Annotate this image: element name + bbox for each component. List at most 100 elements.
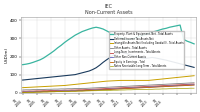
Equity in Earnings - Total (144, 87, 146, 88)
Equity in Earnings - Total (70, 90, 73, 92)
Deferred Income Tax Assets Net (77, 73, 80, 74)
Other Assets - Total Assets (95, 87, 97, 88)
Equity in Earnings - Total (193, 84, 195, 86)
Property, Plant & Equipment, Net - Total Assets (42, 57, 45, 59)
Other Non-Current Assets (70, 90, 73, 91)
Notes Receivable Long Term - Total Assets (133, 89, 136, 90)
Equity in Earnings - Total (39, 91, 41, 93)
Property, Plant & Equipment, Net - Total Assets (53, 50, 55, 51)
Other Assets - Total Assets (60, 88, 62, 90)
Notes Receivable Long Term - Total Assets (56, 91, 59, 92)
Deferred Income Tax Assets Net (42, 77, 45, 79)
Other Assets - Total Assets (147, 84, 150, 86)
Other Assets - Total Assets (151, 84, 153, 86)
Deferred Income Tax Assets Net (39, 78, 41, 79)
Other Non-Current Assets (28, 91, 31, 93)
Other Non-Current Assets (60, 90, 62, 92)
Equity in Earnings - Total (74, 90, 76, 92)
Other Non-Current Assets (179, 85, 181, 86)
Other Assets - Total Assets (91, 87, 94, 89)
Deferred Income Tax Assets Net (154, 57, 157, 59)
Intangible Assets Net (Including Goodwill) - Total Assets (168, 78, 171, 79)
Equity in Earnings - Total (21, 92, 24, 93)
Intangible Assets Net (Including Goodwill) - Total Assets (186, 76, 188, 77)
Property, Plant & Equipment, Net - Total Assets (193, 43, 195, 45)
Other Assets - Total Assets (126, 86, 129, 87)
Other Non-Current Assets (186, 84, 188, 86)
Equity in Earnings - Total (161, 86, 164, 87)
Deferred Income Tax Assets Net (161, 59, 164, 60)
Long-Term Investments - Total Assets (77, 89, 80, 90)
Property, Plant & Equipment, Net - Total Assets (91, 27, 94, 29)
Other Assets - Total Assets (119, 86, 122, 87)
Property, Plant & Equipment, Net - Total Assets (32, 62, 34, 63)
Notes Receivable Long Term - Total Assets (189, 87, 192, 89)
Other Assets - Total Assets (32, 89, 34, 90)
Property, Plant & Equipment, Net - Total Assets (70, 37, 73, 38)
Other Assets - Total Assets (49, 89, 52, 90)
Long-Term Investments - Total Assets (123, 87, 125, 88)
Notes Receivable Long Term - Total Assets (98, 90, 101, 91)
Long-Term Investments - Total Assets (179, 84, 181, 85)
Property, Plant & Equipment, Net - Total Assets (165, 28, 167, 29)
Intangible Assets Net (Including Goodwill) - Total Assets (182, 76, 185, 78)
Other Non-Current Assets (133, 87, 136, 88)
Equity in Earnings - Total (42, 91, 45, 93)
Notes Receivable Long Term - Total Assets (74, 91, 76, 92)
Notes Receivable Long Term - Total Assets (179, 88, 181, 89)
Long-Term Investments - Total Assets (186, 84, 188, 85)
Other Non-Current Assets (151, 86, 153, 88)
Other Assets - Total Assets (130, 85, 132, 87)
Other Non-Current Assets (175, 85, 178, 86)
Property, Plant & Equipment, Net - Total Assets (46, 55, 48, 56)
Other Non-Current Assets (116, 88, 118, 89)
Deferred Income Tax Assets Net (91, 69, 94, 70)
Other Non-Current Assets (32, 91, 34, 93)
Notes Receivable Long Term - Total Assets (102, 90, 104, 91)
Intangible Assets Net (Including Goodwill) - Total Assets (130, 80, 132, 81)
Deferred Income Tax Assets Net (175, 62, 178, 64)
Equity in Earnings - Total (137, 87, 139, 89)
Equity in Earnings - Total (63, 91, 66, 92)
Long-Term Investments - Total Assets (98, 88, 101, 90)
Equity in Earnings - Total (98, 89, 101, 91)
Property, Plant & Equipment, Net - Total Assets (133, 37, 136, 39)
Other Non-Current Assets (91, 89, 94, 91)
Property, Plant & Equipment, Net - Total Assets (179, 24, 181, 26)
Long-Term Investments - Total Assets (193, 83, 195, 85)
Other Assets - Total Assets (158, 84, 160, 85)
Notes Receivable Long Term - Total Assets (49, 91, 52, 93)
Notes Receivable Long Term - Total Assets (147, 89, 150, 90)
Property, Plant & Equipment, Net - Total Assets (123, 38, 125, 40)
Equity in Earnings - Total (102, 89, 104, 90)
Other Assets - Total Assets (21, 89, 24, 91)
Other Non-Current Assets (56, 90, 59, 92)
Other Non-Current Assets (140, 87, 143, 88)
Property, Plant & Equipment, Net - Total Assets (154, 31, 157, 32)
Intangible Assets Net (Including Goodwill) - Total Assets (116, 80, 118, 81)
Long-Term Investments - Total Assets (112, 87, 115, 89)
Other Non-Current Assets (84, 90, 87, 91)
Other Assets - Total Assets (175, 83, 178, 84)
Notes Receivable Long Term - Total Assets (70, 91, 73, 92)
Equity in Earnings - Total (46, 91, 48, 93)
Other Assets - Total Assets (105, 87, 108, 88)
Other Assets - Total Assets (53, 88, 55, 90)
Intangible Assets Net (Including Goodwill) - Total Assets (35, 86, 38, 88)
Property, Plant & Equipment, Net - Total Assets (21, 64, 24, 65)
Other Non-Current Assets (119, 88, 122, 89)
Deferred Income Tax Assets Net (102, 62, 104, 63)
Equity in Earnings - Total (151, 87, 153, 88)
Long-Term Investments - Total Assets (175, 84, 178, 86)
Other Non-Current Assets (189, 84, 192, 86)
Notes Receivable Long Term - Total Assets (119, 89, 122, 91)
Other Non-Current Assets (165, 86, 167, 87)
Long-Term Investments - Total Assets (151, 86, 153, 87)
Long-Term Investments - Total Assets (119, 87, 122, 88)
Intangible Assets Net (Including Goodwill) - Total Assets (74, 84, 76, 85)
Property, Plant & Equipment, Net - Total Assets (186, 41, 188, 42)
Property, Plant & Equipment, Net - Total Assets (172, 26, 174, 27)
Deferred Income Tax Assets Net (186, 65, 188, 66)
Long-Term Investments - Total Assets (147, 86, 150, 87)
Equity in Earnings - Total (154, 86, 157, 88)
